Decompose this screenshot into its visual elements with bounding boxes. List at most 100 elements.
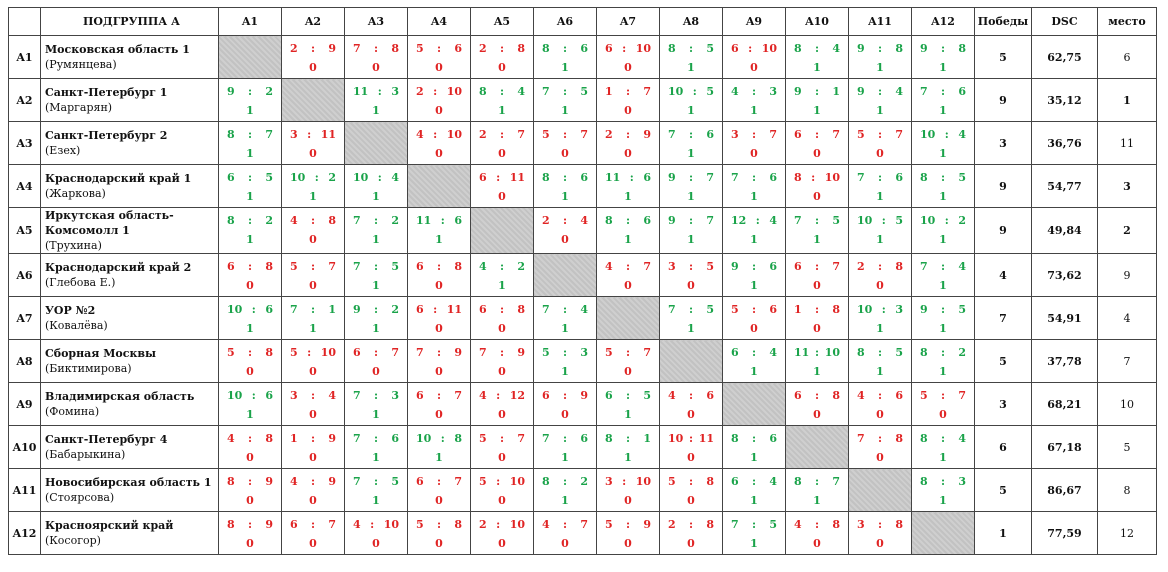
match-points: 1: [750, 233, 758, 246]
diagonal-cell: [785, 425, 849, 469]
score-against: 8: [328, 214, 336, 227]
team-name: Красноярский край: [45, 519, 174, 532]
score-separator: :: [625, 260, 631, 273]
wins-cell: 5: [974, 339, 1032, 383]
score-against: 4: [517, 85, 525, 98]
score-separator: :: [622, 475, 627, 488]
table-row: A12 Красноярский край (Косогор) 8:9 0 6:7 0 4:1…: [8, 511, 1157, 555]
match-points: 1: [624, 233, 632, 246]
score-against: 7: [517, 432, 525, 445]
score-against: 1: [328, 303, 336, 316]
match-points: 1: [939, 365, 947, 378]
score-line: 4:10: [416, 128, 462, 141]
match-points: 0: [309, 537, 317, 550]
score-line: 7:3: [353, 389, 399, 402]
score-separator: :: [251, 389, 256, 402]
score-against: 10: [509, 475, 525, 488]
score-separator: :: [562, 128, 568, 141]
score-for: 5: [542, 346, 550, 359]
score-line: 6:7: [794, 260, 840, 273]
match-points: 0: [687, 279, 695, 292]
score-against: 4: [580, 303, 588, 316]
score-line: 7:5: [353, 260, 399, 273]
score-for: 3: [290, 389, 298, 402]
score-separator: :: [814, 303, 820, 316]
match-points: 1: [876, 322, 884, 335]
score-for: 6: [416, 389, 424, 402]
match-points: 1: [687, 61, 695, 74]
score-for: 4: [290, 475, 298, 488]
table-row: A11 Новосибирская область 1 (Стоярсова) 8:9…: [8, 468, 1157, 512]
score-line: 9:2: [353, 303, 399, 316]
score-line: 8:6: [605, 214, 651, 227]
match-points: 0: [750, 147, 758, 160]
match-points: 1: [750, 537, 758, 550]
score-cell: 12:4 1: [722, 207, 786, 254]
score-line: 12:4: [731, 214, 777, 227]
score-separator: :: [877, 518, 883, 531]
score-for: 9: [857, 42, 865, 55]
score-separator: :: [751, 346, 757, 359]
row-id: A1: [8, 35, 41, 79]
match-points: 0: [624, 104, 632, 117]
score-against: 6: [265, 389, 273, 402]
match-points: 0: [876, 408, 884, 421]
match-points: 0: [876, 537, 884, 550]
team-coach: (Трухина): [45, 239, 102, 252]
score-line: 8:4: [920, 432, 966, 445]
score-for: 10: [227, 303, 243, 316]
score-against: 6: [580, 42, 588, 55]
score-for: 3: [605, 475, 613, 488]
score-against: 3: [769, 85, 777, 98]
score-against: 4: [958, 432, 966, 445]
place-cell: 6: [1097, 35, 1157, 79]
score-line: 8:6: [542, 171, 588, 184]
score-for: 4: [731, 85, 739, 98]
score-against: 2: [265, 85, 273, 98]
score-against: 7: [895, 128, 903, 141]
score-against: 7: [580, 128, 588, 141]
dsc-cell: 54,91: [1031, 296, 1098, 340]
score-for: 5: [857, 128, 865, 141]
score-separator: :: [373, 42, 379, 55]
score-separator: :: [562, 518, 568, 531]
table-row: A3 Санкт-Петербург 2 (Езех) 8:7 1 3:11 0 4:10 0 2…: [8, 121, 1157, 165]
score-for: 7: [353, 432, 361, 445]
wins-cell: 9: [974, 78, 1032, 122]
score-line: 11:3: [353, 85, 399, 98]
score-for: 6: [542, 389, 550, 402]
match-points: 1: [687, 147, 695, 160]
score-line: 6:7: [353, 346, 399, 359]
score-against: 10: [824, 346, 840, 359]
score-separator: :: [310, 389, 316, 402]
score-for: 7: [857, 171, 865, 184]
score-for: 9: [920, 303, 928, 316]
score-line: 5:7: [290, 260, 336, 273]
score-against: 1: [832, 85, 840, 98]
score-against: 10: [761, 42, 777, 55]
match-points: 0: [435, 537, 443, 550]
match-points: 1: [435, 451, 443, 464]
score-against: 7: [832, 128, 840, 141]
score-against: 7: [328, 518, 336, 531]
score-line: 5:7: [479, 432, 525, 445]
score-separator: :: [748, 42, 753, 55]
match-points: 0: [435, 365, 443, 378]
team-coach: (Глебова Е.): [45, 276, 116, 289]
score-line: 5:8: [227, 346, 273, 359]
match-points: 1: [561, 365, 569, 378]
score-for: 8: [227, 214, 235, 227]
score-for: 2: [416, 85, 424, 98]
